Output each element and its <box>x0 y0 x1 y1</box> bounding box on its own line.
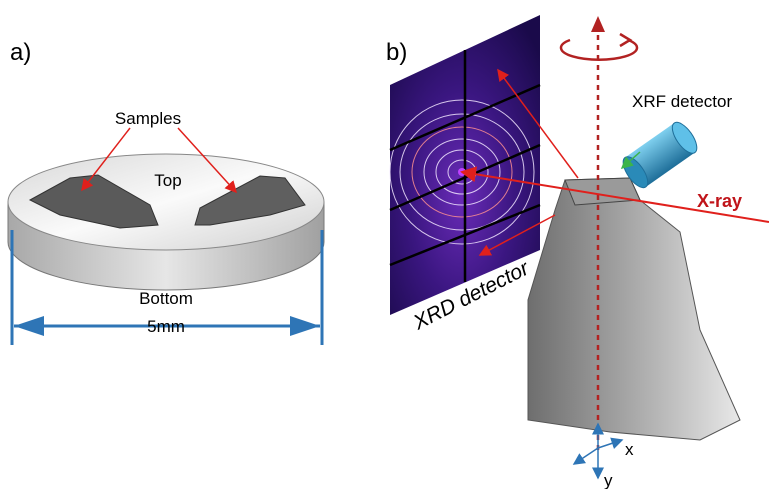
label: XRF detector <box>632 92 732 111</box>
label: X-ray <box>697 191 742 211</box>
axis-label: x <box>625 440 634 459</box>
figure: a) Samples Top Bottom 5mm b) <box>0 0 769 489</box>
arrow-head <box>290 316 320 336</box>
panel-label: b) <box>386 39 407 66</box>
label: Samples <box>115 109 181 128</box>
label: Bottom <box>139 289 193 308</box>
dimension-label: 5mm <box>147 317 185 336</box>
arrow-head <box>14 316 44 336</box>
axis-label: y <box>604 471 613 489</box>
panel-label: a) <box>10 39 31 66</box>
sample <box>528 178 740 440</box>
panel-b: b) XRD detector X-ray <box>386 15 769 489</box>
label: Top <box>154 171 181 190</box>
panel-a: a) Samples Top Bottom 5mm <box>8 39 324 345</box>
arrow-head <box>620 34 630 46</box>
arrow-head <box>591 16 605 32</box>
